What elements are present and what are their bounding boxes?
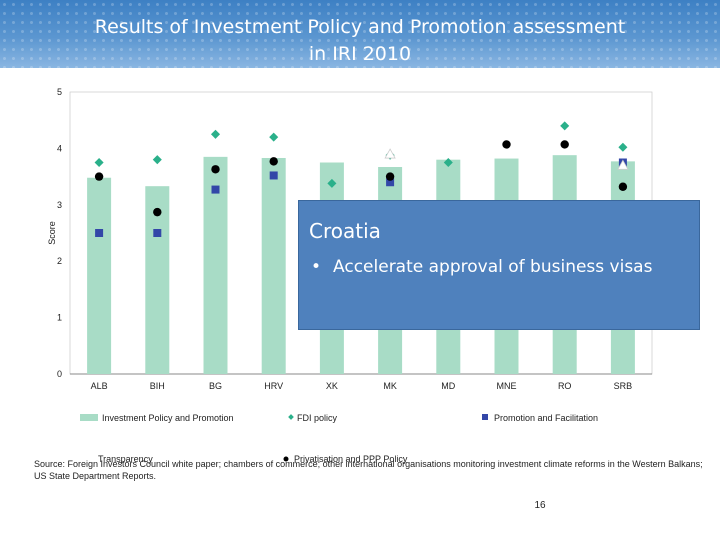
title-line-1: Results of Investment Policy and Promoti…: [94, 16, 626, 38]
title-banner: [0, 0, 720, 68]
y-tick-label: 2: [57, 256, 62, 266]
fdi-point: [443, 157, 453, 168]
x-tick-label: SRB: [614, 381, 633, 391]
bar: [261, 157, 286, 374]
legend-label: Investment Policy and Promotion: [102, 413, 234, 423]
x-tick-label: HRV: [264, 381, 283, 391]
fdi-point: [152, 155, 162, 165]
privatisation-point: [211, 165, 220, 174]
callout-bullet: • Accelerate approval of business visas: [311, 257, 652, 277]
x-tick-label: XK: [326, 381, 338, 391]
x-tick-label: RO: [558, 381, 572, 391]
promotion-point: [95, 229, 104, 237]
banner-texture: [0, 0, 720, 68]
legend-label: FDI policy: [297, 413, 338, 423]
privatisation-point: [153, 207, 162, 217]
privatisation-point: [560, 140, 569, 149]
y-tick-label: 5: [57, 87, 62, 97]
legend-label: Transparency: [98, 454, 153, 464]
legend-swatch: [288, 414, 294, 420]
promotion-point: [386, 178, 395, 187]
legend-swatch: [80, 414, 98, 421]
x-tick-label: BIH: [150, 381, 165, 391]
transparency-point: [384, 148, 396, 159]
y-tick-label: 3: [57, 200, 62, 210]
x-tick-label: BG: [209, 381, 222, 391]
legend-label: Privatisation and PPP Policy: [294, 454, 408, 464]
legend-swatch: [482, 414, 488, 420]
privatisation-point: [269, 157, 278, 166]
legend-swatch: [283, 456, 289, 462]
callout-title: Croatia: [309, 219, 381, 243]
legend-label: Promotion and Facilitation: [494, 413, 598, 423]
slide-title: Results of Investment Policy and Promoti…: [60, 14, 660, 68]
fdi-point: [94, 157, 104, 168]
promotion-point: [269, 171, 278, 180]
callout-bullet-text: Accelerate approval of business visas: [333, 257, 653, 277]
x-tick-label: ALB: [91, 381, 108, 391]
source-note: Source: Foreign Investors Council white …: [34, 459, 703, 481]
x-tick-label: MD: [441, 381, 455, 391]
y-tick-label: 1: [57, 313, 62, 323]
fdi-point: [210, 129, 221, 139]
bar: [145, 186, 170, 374]
y-tick-label: 0: [57, 369, 62, 379]
transparency-point: [617, 159, 629, 170]
y-tick-label: 4: [57, 143, 62, 153]
title-line-2: in IRI 2010: [308, 43, 412, 65]
fdi-point: [327, 178, 337, 188]
y-axis-label: Score: [47, 221, 57, 245]
x-tick-label: MK: [383, 381, 397, 391]
privatisation-point: [94, 172, 104, 181]
promotion-point: [153, 229, 162, 237]
privatisation-point: [385, 172, 395, 181]
croatia-callout: Croatia • Accelerate approval of business…: [298, 200, 700, 330]
bar: [87, 177, 112, 374]
privatisation-point: [618, 182, 628, 191]
page-number: 16: [534, 500, 546, 511]
promotion-point: [211, 185, 220, 194]
privatisation-point: [502, 140, 511, 149]
x-tick-label: MNE: [497, 381, 517, 391]
bullet-icon: •: [311, 257, 322, 277]
